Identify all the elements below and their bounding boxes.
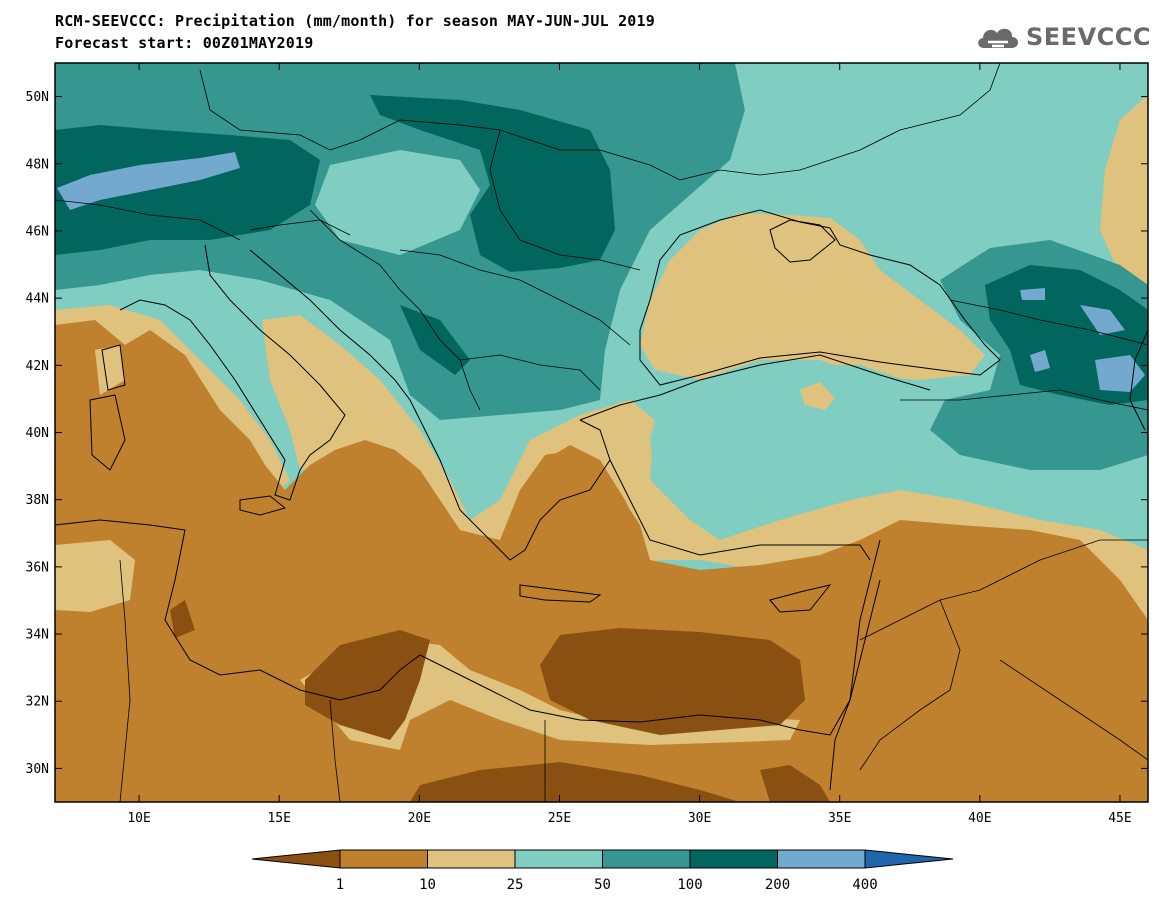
lat-tick-label: 42N (26, 359, 49, 374)
border-5 (249, 219, 351, 236)
coast-levant (829, 539, 881, 791)
colorbar-label: 25 (507, 877, 524, 893)
field-100-200-carpathians (370, 95, 615, 272)
border-12 (329, 699, 341, 802)
field-10-25-anatolia-spot (800, 382, 835, 410)
colorbar-swatch (339, 849, 428, 869)
lat-tick-label: 32N (26, 695, 49, 710)
field-200-400-caucasus-4 (1030, 350, 1050, 372)
lat-tick-label: 30N (26, 762, 49, 777)
colorbar-swatch (777, 849, 866, 869)
colorbar-swatch (427, 849, 516, 869)
border-2 (309, 209, 481, 411)
border-4 (459, 354, 601, 391)
border-6 (55, 199, 241, 241)
colorbar: 1 10 25 50 100 200 400 (251, 849, 954, 893)
lat-tick-label: 36N (26, 560, 49, 575)
field-25-50-anatolia (650, 365, 920, 510)
colorbar-swatch (514, 849, 603, 869)
field-1-10-aegean (545, 445, 650, 570)
colorbar-arrow-high (864, 849, 954, 869)
coast-greece (419, 419, 611, 561)
lon-tick-label: 35E (828, 811, 851, 826)
field-200-400-caucasus-3 (1020, 288, 1045, 300)
border-3 (399, 249, 631, 346)
lat-tick-label: 34N (26, 628, 49, 643)
border-13 (119, 559, 131, 802)
border-1 (199, 63, 1001, 181)
lon-tick-label: 30E (688, 811, 711, 826)
lon-tick-label: 45E (1108, 811, 1131, 826)
border-7 (489, 129, 641, 271)
border-8 (859, 539, 1148, 641)
lon-tick-label: 10E (127, 811, 150, 826)
colorbar-label: 400 (852, 877, 877, 893)
field-200-400-alps (57, 152, 240, 210)
lon-tick-label: 15E (267, 811, 290, 826)
longitude-axis: 10E 15E 20E 25E 30E 35E 40E 45E (127, 63, 1132, 826)
colorbar-label: 200 (765, 877, 790, 893)
coast-sicily (239, 495, 287, 516)
lat-tick-label: 38N (26, 493, 49, 508)
field-10-25-blacksea (640, 213, 985, 380)
field-lt1-libya (305, 630, 430, 740)
coast-sardinia (89, 394, 126, 471)
coast-black-sea (639, 209, 1001, 386)
field-25-50-hungary (315, 150, 480, 255)
coast-caspian (1129, 329, 1148, 431)
border-10 (999, 659, 1148, 761)
border-9 (859, 599, 961, 771)
coast-italy (119, 244, 346, 501)
field-10-25-west (55, 540, 135, 612)
colorbar-label: 1 (336, 877, 344, 893)
colorbar-swatch (689, 849, 778, 869)
coast-adriatic-east (249, 249, 421, 421)
lon-tick-label: 40E (968, 811, 991, 826)
lat-tick-label: 44N (26, 292, 49, 307)
field-lt1-south (410, 762, 740, 802)
coast-corsica (101, 344, 126, 391)
colorbar-label: 100 (677, 877, 702, 893)
colorbar-label: 10 (419, 877, 436, 893)
field-lt1-sinai (760, 765, 830, 802)
field-lt1-egypt (540, 628, 805, 735)
coast-turkey (579, 354, 931, 561)
colorbar-arrow-low (251, 849, 341, 869)
coast-north-africa (55, 519, 881, 736)
field-100-200-dinarides (400, 305, 470, 375)
logo-text: SEEVCCC (1026, 23, 1151, 51)
border-15 (949, 299, 1148, 346)
precipitation-field (55, 63, 1148, 802)
country-borders (55, 63, 1148, 802)
field-100-200-alps (55, 125, 320, 255)
lon-tick-label: 25E (548, 811, 571, 826)
border-14 (900, 389, 1148, 411)
coast-cyprus (769, 584, 832, 613)
field-200-400-caucasus-1 (1080, 305, 1125, 335)
lat-tick-label: 40N (26, 426, 49, 441)
field-lt1-tunisia (170, 600, 195, 638)
cloud-icon (978, 28, 1018, 48)
field-10-25-corsica (95, 345, 125, 395)
coast-crimea (769, 219, 836, 263)
chart-title-line1: RCM-SEEVCCC: Precipitation (mm/month) fo… (55, 12, 655, 30)
field-10-25-east (1100, 95, 1148, 300)
colorbar-swatch (602, 849, 691, 869)
colorbar-label: 50 (594, 877, 611, 893)
latitude-axis: 50N 48N 46N 44N 42N 40N 38N 36N 34N 32N 30N (26, 90, 1148, 777)
lon-tick-label: 20E (408, 811, 431, 826)
lat-tick-label: 50N (26, 90, 49, 105)
seevccc-logo: SEEVCCC (974, 20, 1151, 54)
lat-tick-label: 46N (26, 224, 49, 239)
chart-title-line2: Forecast start: 00Z01MAY2019 (55, 34, 314, 52)
coast-crete (519, 584, 602, 603)
lat-tick-label: 48N (26, 157, 49, 172)
coastlines (55, 209, 1148, 791)
